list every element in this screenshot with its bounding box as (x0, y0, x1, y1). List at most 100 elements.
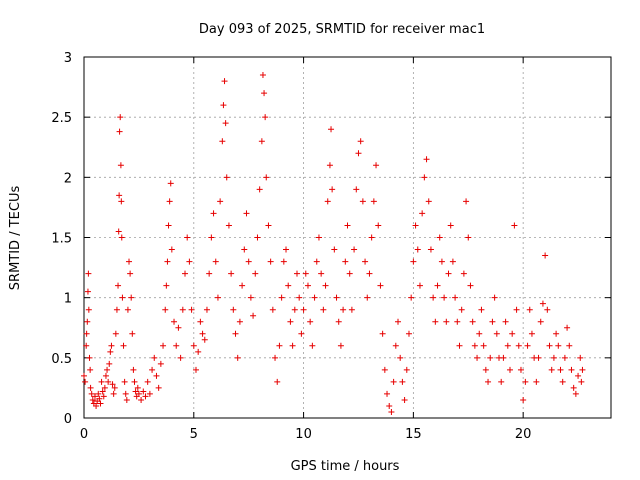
data-point (421, 174, 428, 181)
y-tick-labels: 0 0.5 1 1.5 2 2.5 3 (51, 51, 72, 427)
data-point (568, 366, 575, 373)
data-point (575, 372, 582, 379)
data-point (105, 378, 112, 385)
data-point (120, 342, 127, 349)
data-point (263, 174, 270, 181)
data-point (126, 258, 133, 265)
data-point (272, 354, 279, 361)
data-point (390, 378, 397, 385)
data-point (95, 390, 102, 397)
data-point (262, 114, 269, 121)
data-point (256, 186, 263, 193)
data-point (287, 318, 294, 325)
data-point (214, 294, 221, 301)
data-point (221, 78, 228, 85)
data-point (116, 192, 123, 199)
data-point (259, 72, 266, 79)
data-point (228, 270, 235, 277)
data-point (427, 246, 434, 253)
data-point (298, 330, 305, 337)
data-point (419, 210, 426, 217)
data-point (533, 378, 540, 385)
x-tick-label: 0 (80, 427, 88, 442)
data-point (456, 342, 463, 349)
data-point (167, 180, 174, 187)
data-point (412, 222, 419, 229)
data-point (379, 330, 386, 337)
data-point (261, 90, 268, 97)
data-point (220, 102, 227, 109)
data-point (219, 138, 226, 145)
data-point (112, 330, 119, 337)
data-point (84, 288, 91, 295)
data-point (84, 318, 91, 325)
data-point (577, 354, 584, 361)
data-point (566, 342, 573, 349)
data-point (304, 282, 311, 289)
y-tick-label: 0.5 (51, 352, 72, 367)
data-point (234, 354, 241, 361)
data-point (346, 270, 353, 277)
data-point (561, 354, 568, 361)
data-point (331, 246, 338, 253)
data-point (128, 294, 135, 301)
data-point (326, 162, 333, 169)
data-point (217, 198, 224, 205)
data-point (130, 366, 137, 373)
data-point (302, 270, 309, 277)
data-point (364, 294, 371, 301)
data-point (524, 342, 531, 349)
data-point (276, 342, 283, 349)
data-point (559, 378, 566, 385)
data-point (166, 198, 173, 205)
data-point (579, 366, 586, 373)
data-point (447, 222, 454, 229)
data-point (175, 324, 182, 331)
data-point (102, 372, 109, 379)
data-point (83, 330, 90, 337)
data-point (465, 234, 472, 241)
data-point (247, 294, 254, 301)
data-point (445, 270, 452, 277)
data-point (164, 258, 171, 265)
data-point (408, 294, 415, 301)
data-point (153, 372, 160, 379)
data-point (278, 294, 285, 301)
y-tick-label: 0 (64, 412, 72, 427)
data-point (115, 282, 122, 289)
data-point (88, 390, 95, 397)
data-point (544, 306, 551, 313)
data-point (368, 234, 375, 241)
data-point (550, 354, 557, 361)
data-point (245, 258, 252, 265)
data-point (324, 198, 331, 205)
data-point (241, 246, 248, 253)
data-point (572, 390, 579, 397)
data-point (119, 294, 126, 301)
data-point (366, 270, 373, 277)
data-point (329, 186, 336, 193)
data-point (397, 354, 404, 361)
data-point (230, 306, 237, 313)
data-point (289, 342, 296, 349)
data-point (132, 388, 139, 395)
data-point (223, 174, 230, 181)
data-point (101, 384, 108, 391)
data-point (203, 306, 210, 313)
data-point (452, 294, 459, 301)
data-point (498, 378, 505, 385)
data-point (392, 342, 399, 349)
data-point (353, 186, 360, 193)
data-point (335, 318, 342, 325)
data-point (480, 342, 487, 349)
x-tick-label: 10 (295, 427, 312, 442)
data-point (265, 222, 272, 229)
data-point (384, 390, 391, 397)
data-point (111, 384, 118, 391)
data-point (436, 234, 443, 241)
data-point (526, 306, 533, 313)
data-point (100, 393, 107, 400)
data-point (458, 306, 465, 313)
data-point (274, 378, 281, 385)
data-point (300, 306, 307, 313)
